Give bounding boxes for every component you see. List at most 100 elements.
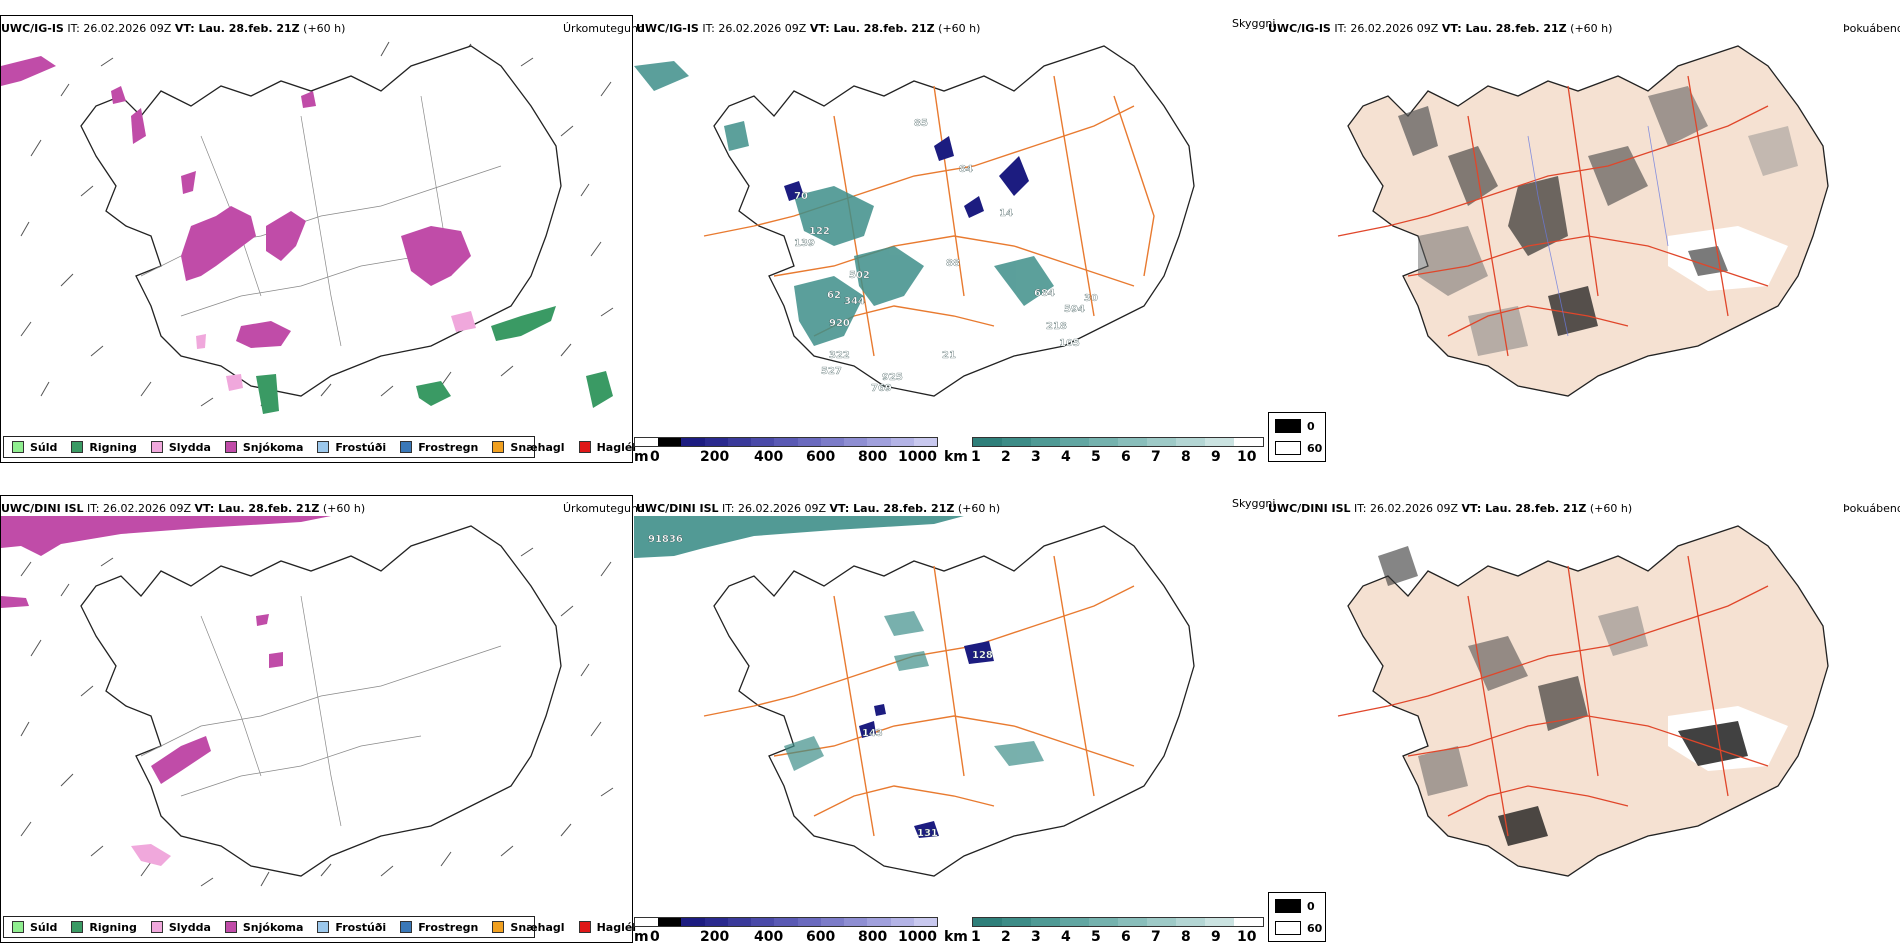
- fog-map: [1337, 45, 1829, 397]
- ceiling-tick: 1000: [898, 449, 937, 465]
- ceiling-unit: m: [634, 929, 649, 945]
- low-visibility-areas: [634, 61, 1054, 346]
- visibility-colorbar: km 1 2 3 4 5 6 7 8 9 10: [944, 917, 1264, 947]
- low-ceiling-areas: [784, 136, 1029, 218]
- legend-swatch: [400, 441, 413, 453]
- fog-colorbar: 0 60: [1268, 892, 1326, 942]
- ceiling-tick: 200: [700, 929, 730, 945]
- precip-title: UWC/DINI ISL IT: 26.02.2026 09Z VT: Lau.…: [1, 502, 366, 515]
- value-label: 218: [1046, 321, 1067, 332]
- legend-item: Frostúði: [317, 921, 386, 934]
- legend-swatch: [317, 441, 330, 453]
- legend-item: Snæhagl: [492, 921, 565, 934]
- cloud-category-label: Skyggni: [1232, 17, 1276, 30]
- visibility-tick: 9: [1211, 929, 1221, 945]
- visibility-tick: 8: [1181, 929, 1191, 945]
- legend-item: Haglél: [578, 921, 636, 934]
- value-label: 128: [972, 650, 993, 661]
- legend-item: Snæhagl: [492, 441, 565, 454]
- visibility-tick: 5: [1091, 449, 1101, 465]
- value-label: 84: [959, 164, 973, 175]
- visibility-tick: 2: [1001, 929, 1011, 945]
- legend-swatch: [71, 921, 84, 933]
- value-label: 30: [1084, 293, 1098, 304]
- legend-swatch: [150, 441, 163, 453]
- value-label: 14: [999, 208, 1013, 219]
- legend-item: Súld: [12, 921, 57, 934]
- legend-item: Frostregn: [400, 441, 478, 454]
- value-label: 322: [829, 350, 850, 361]
- visibility-tick: 1: [971, 929, 981, 945]
- visibility-tick: 9: [1211, 449, 1221, 465]
- legend-swatch: [224, 441, 237, 453]
- legend-item: Snjókoma: [224, 921, 303, 934]
- ceiling-colorbar: m 0 200 400 600 800 1000: [634, 437, 938, 467]
- visibility-tick: 6: [1121, 449, 1131, 465]
- value-label: 139: [794, 238, 815, 249]
- ceiling-colorbar: m 0 200 400 600 800 1000: [634, 917, 938, 947]
- value-label: 85: [914, 118, 928, 129]
- fog-map: [1337, 525, 1829, 877]
- visibility-tick: 5: [1091, 929, 1101, 945]
- visibility-tick: 6: [1121, 929, 1131, 945]
- legend-swatch: [317, 921, 330, 933]
- row-2: UWC/DINI ISL IT: 26.02.2026 09Z VT: Lau.…: [0, 480, 1900, 950]
- rain-areas: [256, 306, 613, 414]
- row-1: UWC/IG-IS IT: 26.02.2026 09Z VT: Lau. 28…: [0, 0, 1900, 470]
- legend-swatch: [224, 921, 237, 933]
- legend-item: Frostúði: [317, 441, 386, 454]
- cloud-map: 91836 128 143 131: [634, 516, 1195, 877]
- legend-swatch: [12, 441, 24, 453]
- legend-item: Haglél: [578, 441, 636, 454]
- ceiling-tick: 600: [806, 449, 836, 465]
- visibility-tick: 3: [1031, 449, 1041, 465]
- value-label: 91836: [648, 534, 683, 545]
- precip-legend: Súld Rigning Slydda Snjókoma Frostúði Fr…: [3, 436, 636, 458]
- value-label: 769: [871, 383, 892, 394]
- fog-swatch-dark: [1275, 899, 1301, 913]
- precip-category-label: Úrkomutegund: [563, 502, 645, 515]
- ceiling-unit: m: [634, 449, 649, 465]
- visibility-tick: 8: [1181, 449, 1191, 465]
- visibility-tick: 2: [1001, 449, 1011, 465]
- cloud-title: UWC/IG-IS IT: 26.02.2026 09Z VT: Lau. 28…: [636, 22, 981, 35]
- value-label: 594: [1064, 304, 1085, 315]
- value-label: 344: [844, 296, 865, 307]
- fog-title: UWC/DINI ISL IT: 26.02.2026 09Z VT: Lau.…: [1268, 502, 1633, 515]
- ceiling-tick: 600: [806, 929, 836, 945]
- legend-swatch: [578, 441, 591, 453]
- cloud-map: 85 70 122 139 502 88 62 344 920 322 527 …: [634, 45, 1195, 397]
- sleet-areas: [196, 311, 476, 391]
- ceiling-tick: 0: [650, 929, 660, 945]
- fog-category-label: Þokuábendi: [1843, 502, 1900, 515]
- snow-areas: [1, 56, 471, 348]
- fog-colorbar: 0 60: [1268, 412, 1326, 462]
- fog-swatch-light: [1275, 441, 1301, 455]
- value-label: 21: [942, 350, 956, 361]
- fog-swatch-dark: [1275, 419, 1301, 433]
- value-label: 143: [862, 728, 883, 739]
- value-label: 131: [917, 828, 938, 839]
- visibility-tick: 4: [1061, 929, 1071, 945]
- legend-swatch: [492, 441, 505, 453]
- fog-category-label: Þokuábendi: [1843, 22, 1900, 35]
- visibility-tick: 7: [1151, 929, 1161, 945]
- value-label: 122: [809, 226, 830, 237]
- ceiling-tick: 800: [858, 929, 888, 945]
- cloud-value-labels: 85 70 122 139 502 88 62 344 920 322 527 …: [794, 118, 1098, 394]
- legend-item: Slydda: [150, 441, 211, 454]
- visibility-colorbar: km 1 2 3 4 5 6 7 8 9 10: [944, 437, 1264, 467]
- visibility-tick: 3: [1031, 929, 1041, 945]
- value-label: 502: [849, 270, 870, 281]
- visibility-unit: km: [944, 929, 968, 945]
- value-label: 105: [1059, 338, 1080, 349]
- value-label: 920: [829, 318, 850, 329]
- ceiling-tick: 800: [858, 449, 888, 465]
- value-label: 684: [1034, 288, 1055, 299]
- legend-swatch: [578, 921, 591, 933]
- precip-category-label: Úrkomutegund: [563, 22, 645, 35]
- value-label: 527: [821, 366, 842, 377]
- ceiling-tick: 400: [754, 929, 784, 945]
- visibility-tick: 10: [1237, 929, 1257, 945]
- legend-item: Snjókoma: [224, 441, 303, 454]
